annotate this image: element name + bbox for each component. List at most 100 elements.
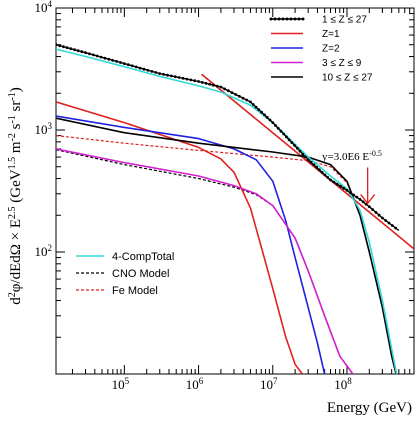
series-marker (295, 146, 299, 150)
series-marker (304, 155, 307, 159)
x-tick-label: 108 (334, 376, 352, 392)
series-marker (103, 56, 107, 60)
series-marker (268, 118, 272, 122)
series-marker (215, 84, 219, 88)
series-marker (251, 103, 255, 106)
series-marker (204, 81, 208, 85)
series-marker (377, 213, 381, 217)
series-marker (260, 110, 263, 114)
series-marker (212, 83, 215, 87)
legend-label: Fe Model (112, 285, 158, 297)
y-tick-label: 103 (35, 121, 53, 137)
series-group (56, 43, 414, 374)
series-marker (162, 73, 166, 76)
legend-marker (281, 17, 285, 21)
x-axis-label: Energy (GeV) (327, 400, 412, 416)
axis-ticks (56, 7, 415, 375)
series-marker (73, 48, 76, 52)
series-marker (298, 149, 302, 153)
series-marker (56, 43, 58, 47)
series-marker (387, 221, 391, 225)
series-marker (80, 50, 84, 54)
series-marker (282, 132, 286, 136)
series-marker (200, 81, 204, 84)
series-marker (84, 51, 87, 55)
legend-label: 10 ≤ Z ≤ 27 (322, 73, 373, 84)
series-marker (241, 96, 245, 100)
annotation-label: y=3.0E6 E-0.5 (322, 149, 382, 164)
series-marker (364, 202, 368, 206)
legend-marker (297, 17, 301, 21)
series-marker (320, 171, 324, 174)
series-marker (254, 105, 258, 109)
series-marker (173, 75, 177, 79)
series-marker (62, 45, 65, 49)
series-marker (263, 113, 266, 117)
series-marker (301, 152, 305, 156)
series-marker (154, 71, 158, 74)
x-tick-label: 105 (112, 376, 130, 392)
series-marker (170, 74, 173, 78)
series-marker (88, 52, 91, 56)
series-marker (189, 78, 193, 82)
series-line-cno-model (56, 149, 354, 374)
series-line-z-2 (56, 115, 326, 374)
series-marker (381, 216, 384, 220)
series-marker (249, 100, 252, 104)
y-tick-label: 102 (35, 243, 53, 259)
series-marker (290, 141, 294, 145)
series-marker (265, 116, 269, 119)
series-marker (309, 160, 313, 164)
series-marker (111, 59, 115, 62)
series-marker (374, 211, 378, 214)
series-marker (323, 173, 327, 177)
series-marker (279, 129, 283, 133)
x-tick-label: 107 (260, 376, 278, 392)
series-marker (126, 63, 130, 67)
series-marker (361, 200, 365, 204)
series-marker (230, 91, 234, 94)
series-marker (234, 93, 238, 96)
series-marker (245, 98, 249, 102)
series-line-fe-model (56, 135, 397, 374)
series-marker (150, 70, 154, 73)
legend-label: Z=1 (322, 29, 340, 40)
series-marker (293, 144, 296, 147)
tick-labels: 105 106 107 108 102 103 104 (35, 0, 353, 392)
series-marker (65, 46, 69, 50)
legend-label: Z=2 (322, 44, 340, 55)
annotation-arrow-head (360, 194, 376, 205)
series-marker (348, 191, 352, 195)
series-marker (181, 76, 185, 80)
series-line-4-comptotal (56, 48, 398, 374)
series-marker (197, 80, 201, 83)
series-marker (274, 124, 277, 127)
legend-marker (301, 17, 305, 21)
series-marker (285, 135, 288, 139)
series-marker (138, 66, 142, 70)
legend-marker (277, 17, 281, 21)
series-marker (332, 180, 336, 184)
series-marker (130, 64, 134, 68)
series-line-3-z-9 (56, 148, 354, 374)
series-marker (317, 168, 321, 172)
series-marker (95, 54, 99, 58)
series-marker (345, 189, 349, 192)
series-marker (58, 44, 62, 48)
series-marker (76, 49, 80, 53)
series-marker (358, 198, 362, 201)
series-marker (226, 89, 230, 93)
series-marker (69, 47, 73, 51)
series-marker (122, 62, 126, 65)
series-marker (355, 195, 359, 199)
series-marker (257, 108, 261, 112)
y-axis-label: d2φ/dEdΩ × E2.5 (GeV1.5 m-2 s-1 sr-1) (7, 87, 25, 304)
legend-marker (273, 17, 277, 21)
series-marker (223, 87, 227, 91)
series-marker (367, 205, 371, 209)
series-marker (342, 186, 346, 190)
series-marker (287, 138, 291, 142)
legend-marker (269, 17, 273, 21)
